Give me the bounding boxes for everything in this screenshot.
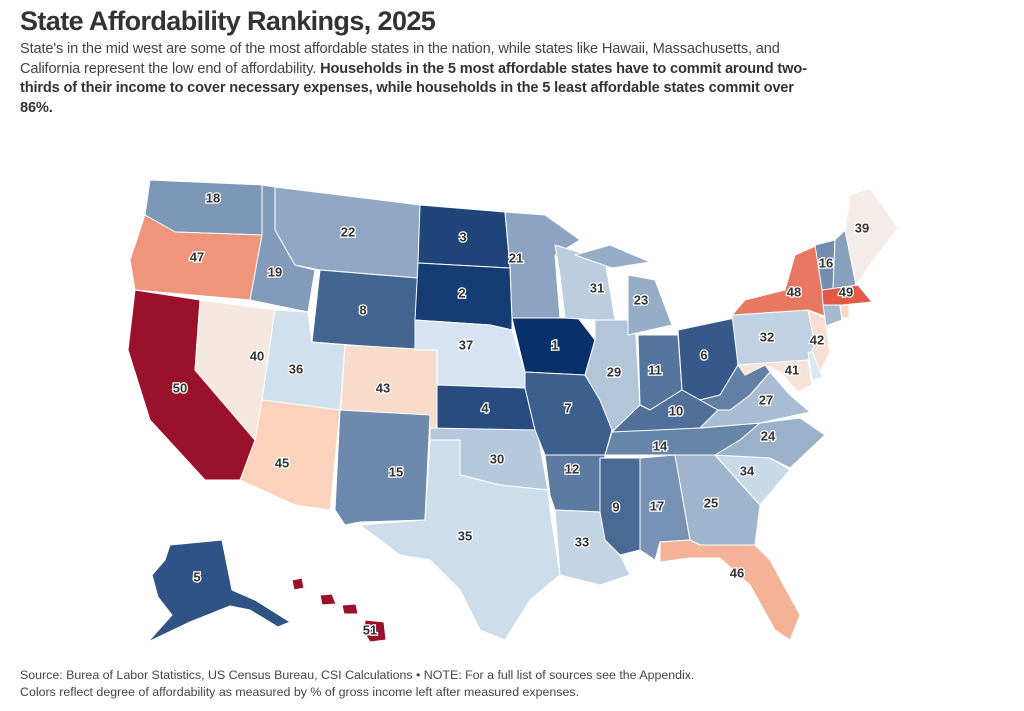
rank-label-ny: 48 [787, 285, 801, 300]
rank-label-ms: 9 [612, 500, 619, 515]
rank-label-ks: 4 [481, 401, 489, 416]
state-ri[interactable] [839, 304, 850, 319]
rank-label-ne: 37 [459, 338, 473, 353]
rank-label-id: 19 [268, 265, 282, 280]
rank-label-mo: 7 [564, 401, 571, 416]
footer: Source: Burea of Labor Statistics, US Ce… [20, 667, 694, 701]
rank-label-co: 43 [376, 381, 390, 396]
rank-label-ga: 25 [704, 496, 718, 511]
state-hi[interactable] [291, 577, 305, 591]
rank-label-hi: 51 [363, 623, 377, 638]
rank-label-ok: 30 [490, 452, 504, 467]
source-note: Source: Burea of Labor Statistics, US Ce… [20, 668, 695, 682]
state-il[interactable] [584, 319, 641, 431]
rank-label-tn: 14 [653, 439, 668, 454]
rank-label-va: 27 [759, 393, 773, 408]
rank-label-mt: 22 [341, 225, 355, 240]
rank-label-il: 29 [607, 365, 621, 380]
rank-label-ky: 10 [669, 404, 683, 419]
state-fl[interactable] [659, 539, 801, 641]
state-hi[interactable] [363, 619, 387, 643]
rank-label-vt: 16 [819, 256, 833, 271]
subtitle-emphasis: Households in the 5 most affordable stat… [20, 60, 807, 116]
rank-label-az: 45 [275, 456, 289, 471]
rank-label-oh: 6 [700, 348, 707, 363]
color-note: Colors reflect degree of affordability a… [20, 685, 580, 699]
rank-label-ca: 50 [173, 381, 187, 396]
state-tx[interactable] [359, 439, 561, 641]
rank-label-nv: 40 [250, 349, 264, 364]
rank-label-in: 11 [648, 363, 662, 378]
state-mn[interactable] [504, 211, 581, 319]
state-nc[interactable] [714, 417, 826, 469]
rank-label-mi: 23 [634, 293, 648, 308]
rank-label-ma: 49 [839, 285, 853, 300]
state-me[interactable] [844, 187, 899, 286]
rank-label-al: 17 [650, 499, 664, 514]
state-ma[interactable] [821, 284, 873, 306]
rank-label-mn: 21 [509, 251, 523, 266]
state-ct[interactable] [822, 304, 843, 327]
rank-label-sc: 34 [740, 464, 755, 479]
state-hi[interactable] [319, 593, 337, 606]
rank-label-nm: 15 [389, 465, 403, 480]
rank-label-fl: 46 [730, 566, 744, 581]
rank-label-nj: 42 [810, 333, 824, 348]
state-ny[interactable] [731, 244, 831, 319]
rank-label-pa: 32 [760, 330, 774, 345]
state-ak[interactable] [147, 539, 291, 643]
rank-label-la: 33 [575, 535, 589, 550]
rank-label-nc: 24 [761, 429, 776, 444]
rank-label-ak: 5 [193, 570, 200, 585]
rank-label-ar: 12 [565, 462, 579, 477]
state-nm[interactable] [334, 409, 431, 526]
rank-label-wa: 18 [206, 191, 220, 206]
rank-label-nd: 3 [459, 230, 466, 245]
rank-label-tx: 35 [458, 529, 472, 544]
rank-label-or: 47 [190, 250, 204, 265]
rank-label-ia: 1 [551, 338, 558, 353]
rank-label-wi: 31 [590, 281, 604, 296]
state-hi[interactable] [341, 603, 359, 615]
rank-label-sd: 2 [458, 286, 465, 301]
rank-label-me: 39 [855, 221, 869, 236]
rank-label-wy: 8 [359, 303, 366, 318]
map-subtitle: State's in the mid west are some of the … [20, 40, 820, 118]
map-title: State Affordability Rankings, 2025 [20, 6, 436, 36]
state-mi[interactable] [574, 244, 651, 269]
state-ms[interactable] [599, 457, 641, 556]
rank-label-ut: 36 [289, 362, 303, 377]
rank-label-md: 41 [785, 363, 799, 378]
state-mi[interactable] [627, 274, 673, 336]
subtitle-text: State's in the mid west are some of the … [20, 41, 780, 77]
state-md[interactable] [737, 359, 813, 393]
